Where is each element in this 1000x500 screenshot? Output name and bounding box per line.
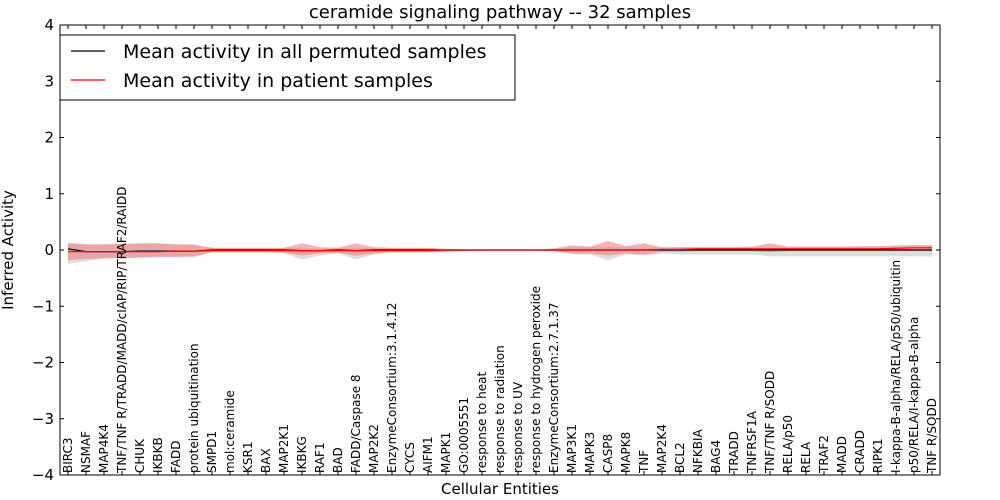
x-tick-label: TNF R/SODD xyxy=(925,398,939,474)
x-tick-label: CYCS xyxy=(403,442,417,473)
line-patient xyxy=(68,247,932,253)
x-tick-label: p50/RELA/I-kappa-B-alpha xyxy=(907,317,921,473)
x-tick-label: BAD xyxy=(331,447,345,473)
legend-label-permuted: Mean activity in all permuted samples xyxy=(123,41,486,63)
x-tick-label: NSMAF xyxy=(79,431,93,473)
x-tick-label: TRADD xyxy=(727,431,741,474)
x-tick-label: BAG4 xyxy=(709,440,723,473)
x-tick-label: EnzymeConsortium:3.1.4.12 xyxy=(385,302,399,473)
x-tick-label: MAPK3 xyxy=(583,432,597,473)
x-tick-label: RELA xyxy=(799,441,813,473)
x-tick-label: TRAF2 xyxy=(817,435,831,474)
x-tick-label: FADD xyxy=(169,441,183,474)
x-tick-label: MADD xyxy=(835,436,849,473)
series-lines xyxy=(67,247,932,253)
y-tick-label: 3 xyxy=(44,72,54,90)
x-tick-label: response to hydrogen peroxide xyxy=(529,286,543,473)
x-tick-label: MAP2K4 xyxy=(655,424,669,473)
y-ticks: −4 −3 −2 −1 0 1 2 3 4 xyxy=(32,16,940,484)
x-tick-label: CHUK xyxy=(133,438,147,473)
x-tick-label: IKBKB xyxy=(151,437,165,473)
x-tick-label: IKBKG xyxy=(295,436,309,473)
x-tick-label: FADD/Caspase 8 xyxy=(349,374,363,473)
legend-box xyxy=(59,34,516,101)
x-tick-label: I-kappa-B-alpha/RELA/p50/ubiquitin xyxy=(889,260,903,473)
x-tick-label: CASP8 xyxy=(601,434,615,473)
x-tick-label: MAP2K1 xyxy=(277,424,291,473)
y-tick-label: −2 xyxy=(32,354,54,372)
x-tick-label: BCL2 xyxy=(673,442,687,473)
x-tick-label: SMPD1 xyxy=(205,431,219,473)
y-tick-label: −1 xyxy=(32,297,54,315)
x-tick-label: MAPK8 xyxy=(619,432,633,473)
x-tick-label: response to radiation xyxy=(493,345,507,473)
x-tick-label: BIRC3 xyxy=(61,437,75,473)
x-tick-label: KSR1 xyxy=(241,442,255,473)
x-tick-label: MAP4K4 xyxy=(97,424,111,473)
x-tick-label: TNFRSF1A xyxy=(745,410,759,474)
y-tick-label: −4 xyxy=(32,466,54,484)
x-tick-label: response to UV xyxy=(511,381,525,473)
x-tick-label: MAP3K1 xyxy=(565,424,579,473)
x-tick-label: BAX xyxy=(259,448,273,473)
x-tick-label: NFKBIA xyxy=(691,428,705,473)
y-tick-label: 0 xyxy=(44,241,54,259)
x-tick-label: AIFM1 xyxy=(421,436,435,473)
x-tick-label: RAF1 xyxy=(313,442,327,473)
y-axis-label: Inferred Activity xyxy=(0,190,17,310)
x-tick-label: TNF/TNF R/TRADD/MADD/cIAP/RIP/TRAF2/RAID… xyxy=(115,187,129,475)
x-tick-label: RIPK1 xyxy=(871,438,885,473)
x-tick-label: TNF xyxy=(637,450,651,474)
y-tick-label: 1 xyxy=(44,185,54,203)
x-tick-label: EnzymeConsortium:2.7.1.37 xyxy=(547,302,561,473)
x-tick-label: mol:ceramide xyxy=(223,390,237,473)
y-tick-label: 4 xyxy=(44,16,54,34)
x-tick-label: TNF/TNF R/SODD xyxy=(763,371,777,474)
x-tick-label: MAPK1 xyxy=(439,432,453,473)
chart-title: ceramide signaling pathway -- 32 samples xyxy=(309,2,691,23)
x-tick-label: CRADD xyxy=(853,430,867,473)
x-tick-label: MAP2K2 xyxy=(367,424,381,473)
x-tick-label: response to heat xyxy=(475,371,489,473)
y-tick-label: 2 xyxy=(44,129,54,147)
legend: Mean activity in all permuted samples Me… xyxy=(59,34,516,101)
x-axis-label: Cellular Entities xyxy=(441,480,559,498)
x-ticks: BIRC3 NSMAF MAP4K4 TNF/TNF R/TRADD/MADD/cIA… xyxy=(61,25,939,475)
x-tick-label: GO:0005551 xyxy=(457,397,471,473)
y-tick-label: −3 xyxy=(32,410,54,428)
x-tick-label: RELA/p50 xyxy=(781,415,795,473)
x-tick-label: protein ubiquitination xyxy=(187,343,201,473)
legend-label-patient: Mean activity in patient samples xyxy=(123,70,433,92)
